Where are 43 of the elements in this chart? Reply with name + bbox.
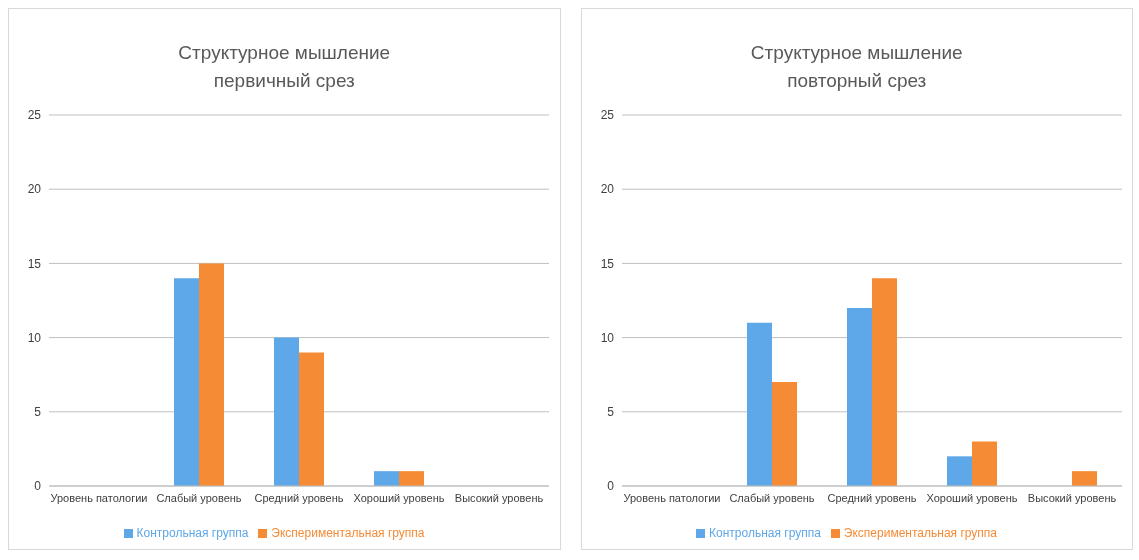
x-tick-label: Слабый уровень [156,491,242,504]
y-tick-label: 15 [600,256,614,271]
bar [971,441,997,486]
legend-label: Экспериментальная группа [843,526,997,540]
bar [871,278,897,486]
bar [199,263,224,486]
bar [274,337,299,486]
y-tick-label: 20 [27,182,42,197]
bar [399,471,424,486]
chart-subtitle: первичный срез [212,69,356,93]
y-tick-label: 25 [27,108,42,123]
chart-title: Структурное мышление [177,41,392,65]
y-tick-label: 15 [27,256,42,271]
y-tick-label: 10 [600,330,614,345]
bar [771,382,797,486]
x-tick-label: Уровень патологии [50,491,148,504]
bar [299,352,324,486]
y-tick-label: 25 [600,108,614,123]
x-tick-label: Высокий уровень [1027,491,1116,504]
bar [374,471,399,486]
y-tick-label: 0 [606,479,614,494]
bar [746,322,772,486]
chart-title: Структурное мышление [749,41,964,65]
chart-subtitle: повторный срез [786,69,928,93]
legend-label: Контрольная группа [709,526,821,540]
y-tick-label: 5 [34,405,42,420]
y-tick-label: 20 [600,182,614,197]
x-tick-label: Хороший уровень [353,491,445,504]
bar [946,456,972,486]
bar [846,307,872,486]
x-tick-label: Слабый уровень [728,491,815,504]
x-tick-label: Средний уровень [826,491,917,504]
y-tick-label: 0 [34,479,42,494]
x-tick-label: Средний уровень [254,491,344,504]
y-tick-label: 5 [606,405,614,420]
legend-label: Экспериментальная группа [271,526,425,540]
x-tick-label: Высокий уровень [454,491,544,504]
x-tick-label: Хороший уровень [926,491,1018,504]
legend-label: Контрольная группа [136,526,249,540]
x-tick-label: Уровень патологии [622,491,721,504]
y-tick-label: 10 [27,330,42,345]
bar [1071,471,1097,486]
bar [174,278,199,486]
